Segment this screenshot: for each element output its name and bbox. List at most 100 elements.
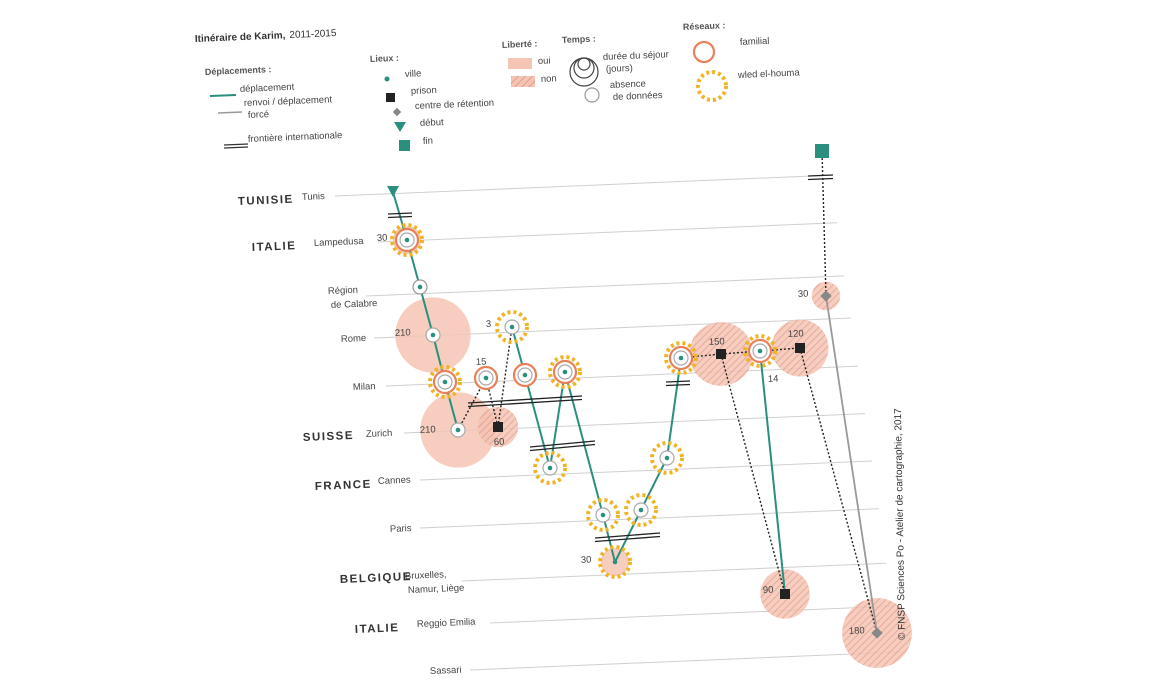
title-main: Itinéraire de Karim,: [195, 30, 286, 45]
country-label: FRANCE: [315, 479, 372, 493]
route: [602, 514, 616, 563]
city-label: Région: [328, 285, 359, 297]
border: [665, 383, 691, 387]
border: [387, 212, 413, 215]
border: [594, 532, 661, 539]
wled-ring: [598, 545, 632, 579]
city-dot: [638, 507, 644, 513]
legend-label: de données: [613, 90, 663, 103]
legend-heading: Déplacements :: [205, 64, 272, 77]
row-line: [385, 365, 859, 387]
wled-ring: [428, 365, 462, 399]
border: [467, 395, 583, 404]
duration-label: 210: [395, 327, 411, 339]
legend-heading: Réseaux :: [683, 20, 726, 32]
legend-heading: Lieux :: [370, 53, 399, 64]
credit: © FNSP Sciences Po - Atelier de cartogra…: [893, 408, 908, 640]
country-label: ITALIE: [355, 622, 400, 636]
route: [825, 295, 878, 634]
duration-label: 30: [798, 289, 809, 300]
legend-label: centre de rétention: [415, 98, 495, 112]
border: [387, 215, 413, 219]
city-label: de Calabre: [331, 298, 378, 311]
wled-ring: [650, 441, 684, 475]
wled-ring: [495, 310, 529, 344]
city-label: Bruxelles,: [405, 569, 447, 582]
duration-label: 90: [763, 585, 774, 596]
city-label: Zurich: [366, 428, 393, 440]
border: [529, 443, 596, 452]
city-label: Reggio Emilia: [417, 617, 477, 630]
city-dot: [547, 465, 553, 471]
city-dot: [455, 427, 461, 433]
start: [387, 186, 399, 197]
city-dot: [600, 512, 606, 518]
city-dot: [509, 324, 515, 330]
legend-end: [399, 140, 410, 151]
country-label: SUISSE: [303, 430, 355, 444]
city-label: Cannes: [378, 475, 411, 487]
route: [799, 347, 878, 634]
legend-wled: [696, 70, 728, 102]
duration-label: 210: [420, 424, 436, 436]
border: [807, 177, 834, 181]
legend-border: [223, 143, 249, 146]
wled-ring: [743, 334, 777, 368]
duration-label: 14: [768, 374, 779, 385]
city-label: Milan: [353, 381, 376, 393]
legend-label: début: [420, 117, 445, 129]
city-dot: [404, 237, 410, 243]
wled-ring: [664, 341, 698, 375]
legend-label: (jours): [606, 63, 633, 75]
city-label: Tunis: [302, 191, 326, 203]
legend-retention: [392, 107, 402, 117]
city-dot: [562, 369, 568, 375]
city-dot: [678, 355, 684, 361]
wled-ring: [533, 451, 567, 485]
legend-label: ville: [405, 68, 422, 80]
row-line: [334, 174, 831, 197]
border: [594, 535, 661, 543]
city-dot: [612, 559, 618, 565]
country-label: ITALIE: [252, 240, 297, 254]
legend-label: wled el-houma: [737, 67, 801, 81]
legend-label: frontière internationale: [248, 130, 343, 145]
legend-label: déplacement: [240, 82, 295, 95]
legend-label: fin: [423, 136, 433, 147]
legend-border: [223, 146, 249, 149]
legend-start: [394, 122, 406, 132]
duration-label: 180: [849, 625, 865, 637]
city-label: Paris: [390, 523, 412, 535]
row-line: [419, 508, 880, 529]
wled-ring: [548, 355, 582, 389]
legend-forced: [217, 111, 243, 114]
prison: [780, 589, 790, 599]
legend-label: durée du séjour: [603, 49, 669, 63]
duration-label: 3: [486, 319, 492, 330]
duration-label: 150: [709, 336, 725, 348]
retention: [871, 627, 883, 639]
legend-duration: [573, 57, 595, 79]
city-label: Rome: [341, 333, 367, 345]
legend-notfree: [511, 76, 535, 87]
legend-nodata: [584, 87, 600, 103]
city-label: Lampedusa: [314, 236, 365, 249]
prison: [716, 349, 726, 359]
row-line: [377, 222, 838, 243]
route: [564, 371, 604, 516]
border: [665, 380, 691, 383]
route: [419, 286, 434, 336]
city-dot: [757, 348, 763, 354]
title-years: 2011-2015: [289, 28, 337, 41]
country-label: BELGIQUE: [340, 571, 413, 586]
row-line: [469, 651, 901, 671]
border: [807, 174, 834, 177]
legend-heading: Liberté :: [502, 39, 538, 50]
wled-ring: [624, 493, 658, 527]
legend-free: [508, 58, 532, 69]
route: [759, 347, 801, 352]
row-line: [461, 562, 887, 582]
route: [680, 353, 722, 359]
city-dot: [522, 372, 528, 378]
row-line: [365, 275, 845, 297]
